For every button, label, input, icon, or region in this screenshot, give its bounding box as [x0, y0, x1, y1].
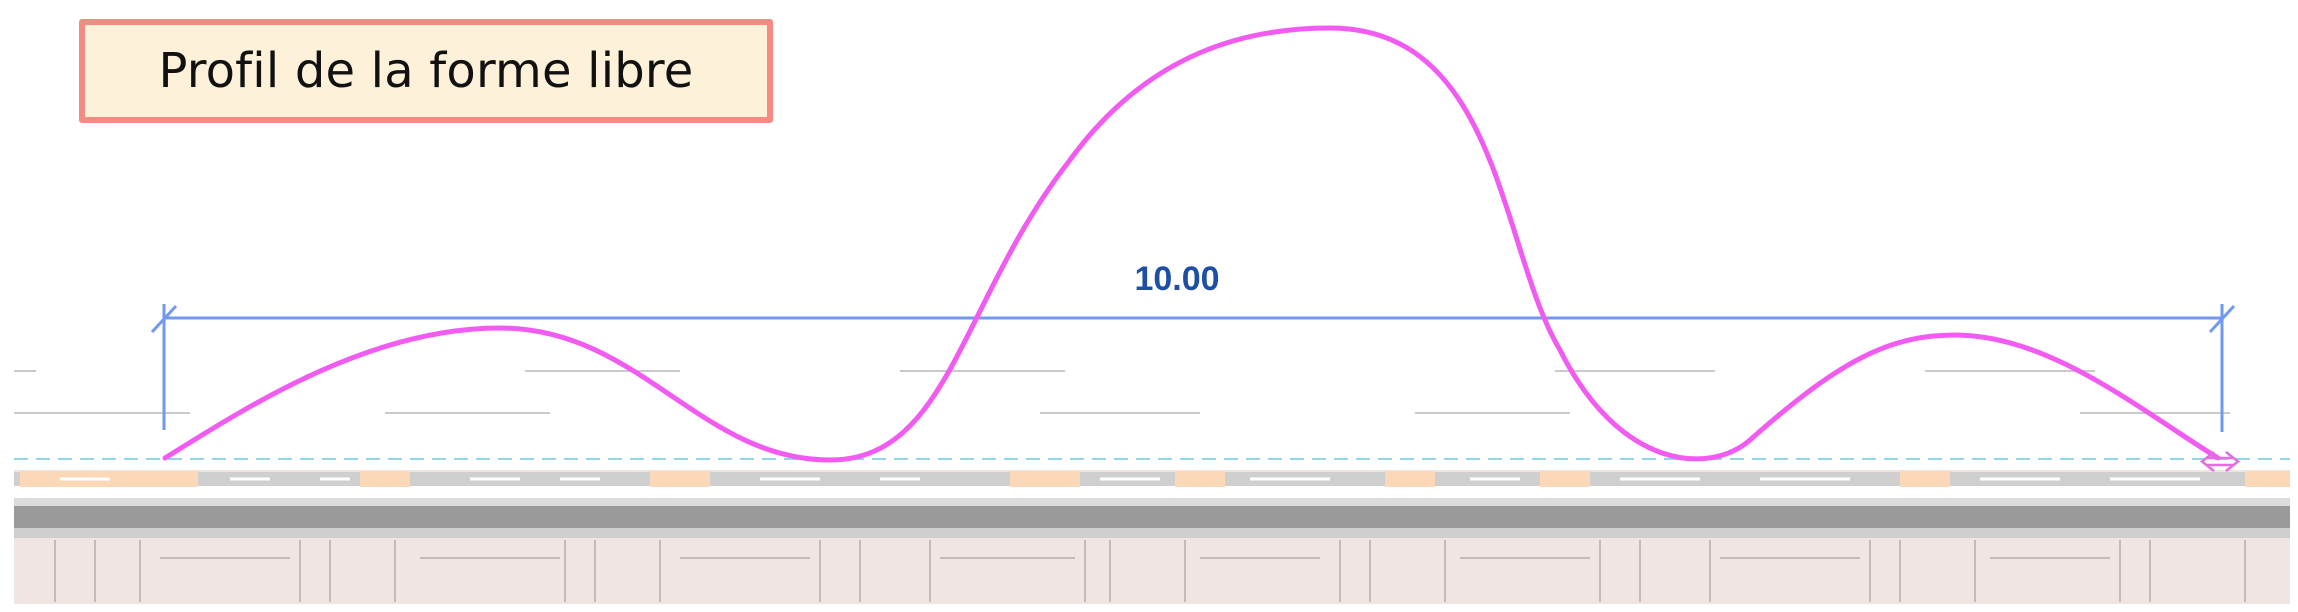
title-callout: Profil de la forme libre	[79, 19, 773, 123]
page-title: Profil de la forme libre	[158, 43, 694, 99]
double-arrow-icon[interactable]	[2199, 451, 2241, 472]
dimension-annotation[interactable]: 10.00	[150, 260, 2236, 432]
freeform-profile-curve[interactable]	[162, 25, 2221, 463]
dimension-tick-left	[150, 304, 178, 334]
dimension-value[interactable]: 10.00	[1134, 260, 1219, 298]
wall-band	[14, 498, 2290, 604]
background-gridlines	[14, 370, 2230, 414]
dimension-tick-right	[2208, 304, 2236, 334]
floor-strip	[14, 470, 2290, 487]
